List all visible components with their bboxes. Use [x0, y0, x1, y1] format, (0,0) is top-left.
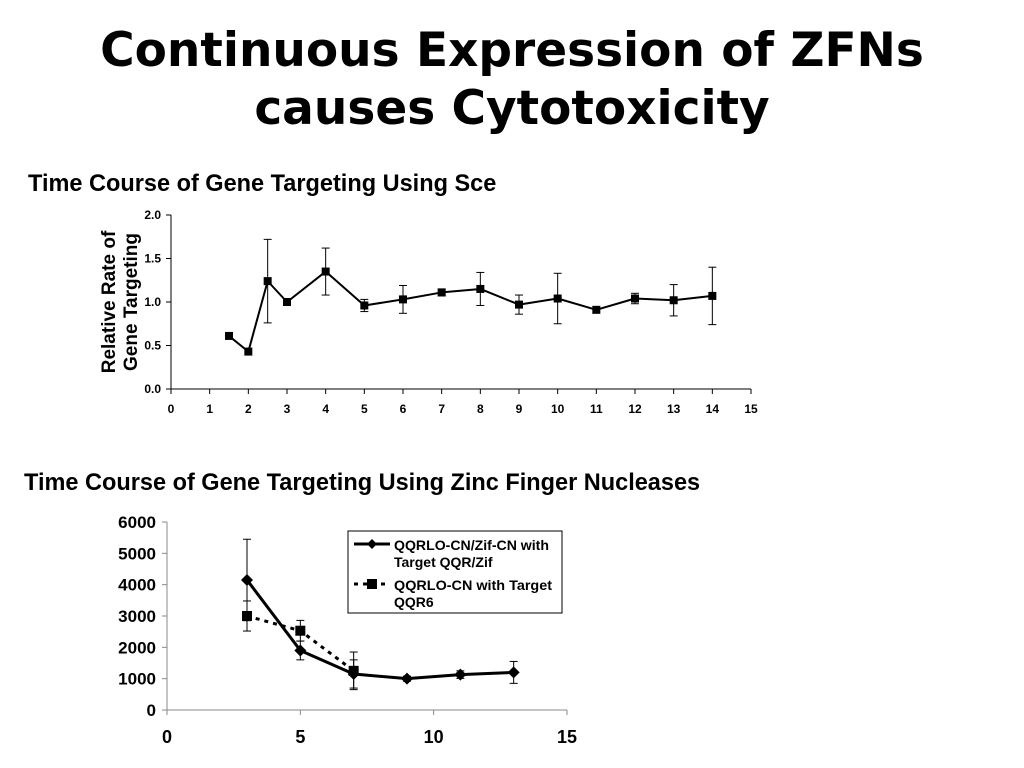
slide-title: Continuous Expression of ZFNs causes Cyt… [0, 22, 1024, 138]
chart-1-ylabel-line-1: Relative Rate of [99, 230, 120, 373]
data-point [592, 305, 601, 314]
x-tick-label: 15 [744, 402, 758, 416]
data-point [401, 672, 413, 685]
slide-title-line-2: causes Cytotoxicity [254, 81, 770, 136]
chart-2-title: Time Course of Gene Targeting Using Zinc… [24, 469, 701, 496]
y-tick-label: 4000 [118, 576, 156, 595]
data-point [294, 644, 307, 657]
chart-1-title: Time Course of Gene Targeting Using Sce [28, 170, 497, 197]
x-tick-label: 14 [706, 402, 720, 416]
y-tick-label: 1.0 [144, 295, 161, 309]
y-tick-label: 0 [147, 701, 156, 720]
x-tick-label: 6 [400, 402, 407, 416]
x-tick-label: 11 [590, 402, 603, 416]
x-tick-label: 12 [628, 402, 642, 416]
x-tick-label: 9 [516, 402, 523, 416]
legend-marker-series-2 [367, 579, 377, 589]
y-tick-label: 2000 [118, 638, 156, 657]
data-point [476, 284, 485, 293]
data-point [360, 301, 369, 310]
data-point [348, 665, 359, 676]
legend-label-series-2-line-2: QQR6 [394, 594, 434, 610]
chart-2-series-2 [242, 600, 359, 691]
x-tick-label: 15 [557, 727, 577, 747]
data-point [553, 294, 562, 303]
data-point [515, 300, 523, 309]
data-point [437, 288, 446, 297]
data-point [454, 668, 467, 681]
x-tick-label: 10 [551, 402, 565, 416]
chart-1-axes: 0 1 2 3 4 5 6 7 8 9 10 11 12 13 14 150.00.51.01.52.0 [144, 208, 758, 416]
data-point [507, 666, 520, 679]
x-tick-label: 0 [162, 727, 172, 747]
data-point [321, 267, 330, 276]
data-point [295, 625, 306, 636]
data-point [242, 611, 252, 621]
y-tick-label: 3000 [118, 607, 156, 626]
x-tick-label: 13 [667, 402, 681, 416]
y-tick-label: 2.0 [144, 208, 161, 222]
chart-1-series-1 [225, 238, 717, 356]
y-tick-label: 5000 [118, 544, 156, 563]
x-tick-label: 5 [295, 727, 305, 747]
x-tick-label: 0 [168, 402, 175, 416]
legend-label-series-1-line-1: QQRLO-CN/Zif-CN with [394, 537, 549, 553]
legend-label-series-1-line-2: Target QQR/Zif [394, 554, 493, 570]
x-tick-label: 7 [438, 402, 445, 416]
x-tick-label: 5 [361, 402, 368, 416]
x-tick-label: 2 [245, 402, 252, 416]
data-point [225, 331, 233, 340]
y-tick-label: 0.5 [144, 339, 161, 353]
x-tick-label: 1 [206, 402, 213, 416]
y-tick-label: 1000 [118, 670, 156, 689]
data-point [283, 298, 291, 306]
slide-title-line-1: Continuous Expression of ZFNs [100, 23, 924, 78]
x-tick-label: 8 [477, 402, 484, 416]
data-point [708, 291, 717, 300]
x-tick-label: 3 [284, 402, 291, 416]
data-point [399, 295, 407, 304]
data-point [241, 573, 253, 586]
legend-marker-series-1 [367, 539, 377, 549]
x-tick-label: 4 [322, 402, 329, 416]
chart-2-axes: 0 5 10 15 0 1000 2000 3000 4000 5000 6000 [118, 513, 577, 747]
chart-1-ylabel-line-2: Gene Targeting [121, 233, 142, 371]
data-point [244, 347, 253, 356]
y-tick-label: 6000 [118, 513, 156, 532]
x-tick-label: 10 [424, 727, 444, 747]
data-point [669, 296, 678, 305]
y-tick-label: 1.5 [144, 252, 161, 266]
series-line [245, 579, 514, 681]
data-point [631, 294, 639, 303]
data-point [263, 277, 272, 286]
y-tick-label: 0.0 [144, 382, 161, 396]
legend-label-series-2-line-1: QQRLO-CN with Target [394, 577, 552, 593]
